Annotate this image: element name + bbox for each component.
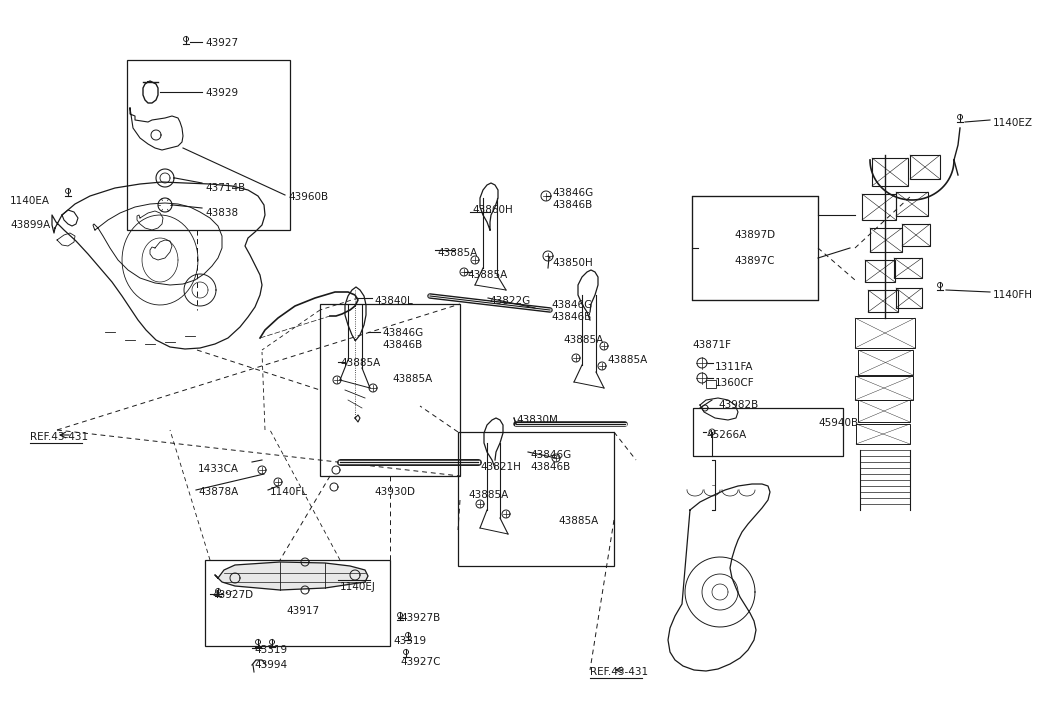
Bar: [910, 155, 940, 179]
Bar: [856, 424, 910, 444]
Bar: [858, 350, 913, 375]
Text: 1140FH: 1140FH: [993, 290, 1033, 300]
Text: 43830M: 43830M: [516, 415, 558, 425]
Text: 43885A: 43885A: [340, 358, 381, 368]
Text: 43714B: 43714B: [205, 183, 246, 193]
Text: 43846G: 43846G: [382, 328, 423, 338]
Text: 43846G: 43846G: [530, 450, 571, 460]
Text: 1140EZ: 1140EZ: [993, 118, 1033, 128]
Text: 43840L: 43840L: [374, 296, 412, 306]
Text: 43960B: 43960B: [288, 192, 328, 202]
Text: 43885A: 43885A: [437, 248, 477, 258]
Text: 43846G: 43846G: [551, 300, 592, 310]
Text: 43846B: 43846B: [551, 312, 591, 322]
Text: 43846B: 43846B: [382, 340, 422, 350]
Text: REF.43-431: REF.43-431: [30, 432, 88, 442]
Text: 45266A: 45266A: [706, 430, 746, 440]
Text: 43838: 43838: [205, 208, 238, 218]
Text: REF.43-431: REF.43-431: [590, 667, 648, 677]
Text: 1140FL: 1140FL: [270, 487, 308, 497]
Bar: [872, 158, 908, 186]
Bar: [320, 304, 460, 476]
Bar: [902, 224, 930, 246]
Bar: [865, 260, 895, 282]
Bar: [692, 196, 819, 300]
Text: 43917: 43917: [286, 606, 319, 616]
Polygon shape: [215, 562, 368, 590]
Bar: [205, 560, 390, 646]
Text: 43860H: 43860H: [472, 205, 512, 215]
Text: 1140EJ: 1140EJ: [340, 582, 376, 592]
Bar: [896, 288, 922, 308]
Bar: [855, 376, 913, 400]
Text: 1433CA: 1433CA: [198, 464, 239, 474]
Text: 43994: 43994: [254, 660, 287, 670]
Text: 43885A: 43885A: [392, 374, 433, 384]
Text: 43885A: 43885A: [607, 355, 647, 365]
Text: 43885A: 43885A: [558, 516, 598, 526]
Text: 1311FA: 1311FA: [715, 362, 754, 372]
Bar: [693, 408, 843, 456]
Text: 43878A: 43878A: [198, 487, 238, 497]
Text: 43846B: 43846B: [530, 462, 570, 472]
Text: 43927: 43927: [205, 38, 238, 48]
Bar: [868, 290, 898, 312]
Bar: [862, 194, 896, 220]
Bar: [458, 432, 614, 566]
Text: 43927D: 43927D: [212, 590, 253, 600]
Text: 43899A: 43899A: [10, 220, 50, 230]
Text: 43846G: 43846G: [552, 188, 593, 198]
Text: 43885A: 43885A: [468, 490, 508, 500]
Text: 43871F: 43871F: [692, 340, 731, 350]
Text: 43846B: 43846B: [552, 200, 592, 210]
Bar: [693, 408, 843, 456]
Text: 43822G: 43822G: [489, 296, 530, 306]
Text: 43850H: 43850H: [552, 258, 593, 268]
Bar: [858, 400, 910, 422]
Text: 43821H: 43821H: [480, 462, 521, 472]
Text: 43929: 43929: [205, 88, 238, 98]
Bar: [870, 228, 902, 252]
Bar: [706, 380, 716, 388]
Text: 43930D: 43930D: [374, 487, 415, 497]
Bar: [855, 318, 915, 348]
Text: 43897C: 43897C: [733, 256, 775, 266]
Text: 43319: 43319: [393, 636, 426, 646]
Bar: [896, 192, 928, 216]
Text: 43885A: 43885A: [467, 270, 507, 280]
Text: 43885A: 43885A: [563, 335, 603, 345]
Text: 1140EA: 1140EA: [10, 196, 50, 206]
Text: 43319: 43319: [254, 645, 287, 655]
Bar: [894, 258, 922, 278]
Bar: [126, 60, 290, 230]
Text: 43897D: 43897D: [733, 230, 775, 240]
Text: 45940B: 45940B: [819, 418, 858, 428]
Text: 43982B: 43982B: [718, 400, 758, 410]
Text: 43927B: 43927B: [400, 613, 440, 623]
Text: 1360CF: 1360CF: [715, 378, 755, 388]
Text: 43927C: 43927C: [400, 657, 440, 667]
